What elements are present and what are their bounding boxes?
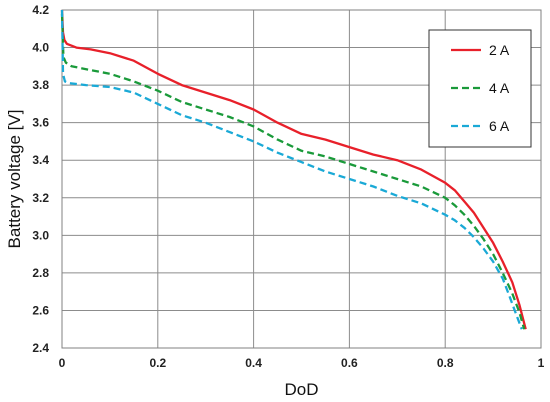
legend: 2 A 4 A 6 A xyxy=(428,29,532,148)
x-tick-label: 0.2 xyxy=(149,356,166,370)
series-line-3 xyxy=(60,9,523,330)
series-line-1 xyxy=(60,9,527,330)
x-tick-label: 0.4 xyxy=(245,356,262,370)
series-layer xyxy=(60,9,527,330)
y-tick-label: 4.2 xyxy=(32,3,49,17)
y-axis-ticks: 2.4 2.6 2.8 3.0 3.2 3.4 3.6 3.8 4.0 4.2 xyxy=(32,3,49,355)
x-tick-label: 0.6 xyxy=(341,356,358,370)
y-tick-label: 2.8 xyxy=(32,266,49,280)
legend-items: 2 A 4 A 6 A xyxy=(451,42,510,134)
x-tick-label: 0.8 xyxy=(437,356,454,370)
x-tick-label: 1 xyxy=(538,356,545,370)
y-tick-label: 3.2 xyxy=(32,191,49,205)
y-tick-label: 4.0 xyxy=(32,41,49,55)
x-tick-label: 0 xyxy=(59,356,66,370)
y-tick-label: 3.4 xyxy=(32,153,49,167)
y-tick-label: 3.0 xyxy=(32,228,49,242)
y-tick-label: 2.4 xyxy=(32,341,49,355)
legend-label-3: 6 A xyxy=(489,118,510,134)
y-tick-label: 3.6 xyxy=(32,116,49,130)
y-tick-label: 2.6 xyxy=(32,303,49,317)
y-axis-label: Battery voltage [V] xyxy=(5,110,24,249)
x-axis-label: DoD xyxy=(284,380,318,399)
series-line-2 xyxy=(60,13,526,330)
x-axis-ticks: 0 0.2 0.4 0.6 0.8 1 xyxy=(59,356,545,370)
legend-label-1: 2 A xyxy=(489,42,510,58)
legend-label-2: 4 A xyxy=(489,80,510,96)
plot-area xyxy=(61,9,542,349)
y-tick-label: 3.8 xyxy=(32,78,49,92)
